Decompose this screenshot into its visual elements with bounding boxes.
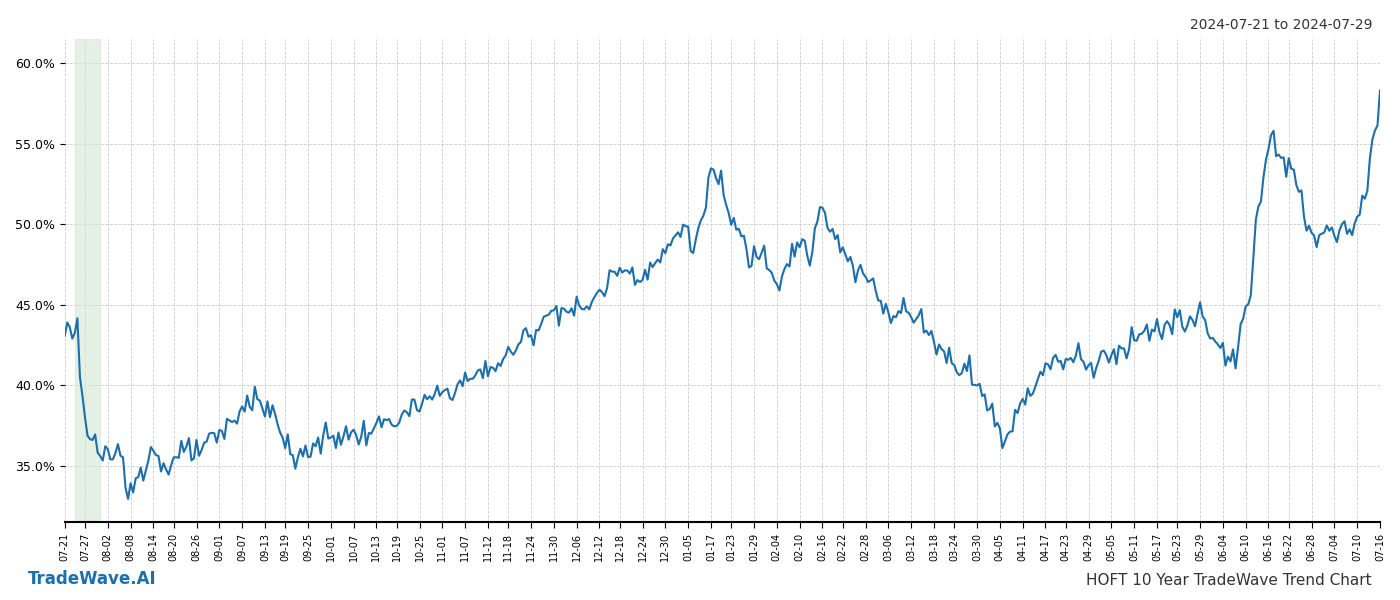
Text: HOFT 10 Year TradeWave Trend Chart: HOFT 10 Year TradeWave Trend Chart <box>1086 573 1372 588</box>
Bar <box>74 39 101 522</box>
Text: 2024-07-21 to 2024-07-29: 2024-07-21 to 2024-07-29 <box>1190 18 1372 32</box>
Text: TradeWave.AI: TradeWave.AI <box>28 570 157 588</box>
